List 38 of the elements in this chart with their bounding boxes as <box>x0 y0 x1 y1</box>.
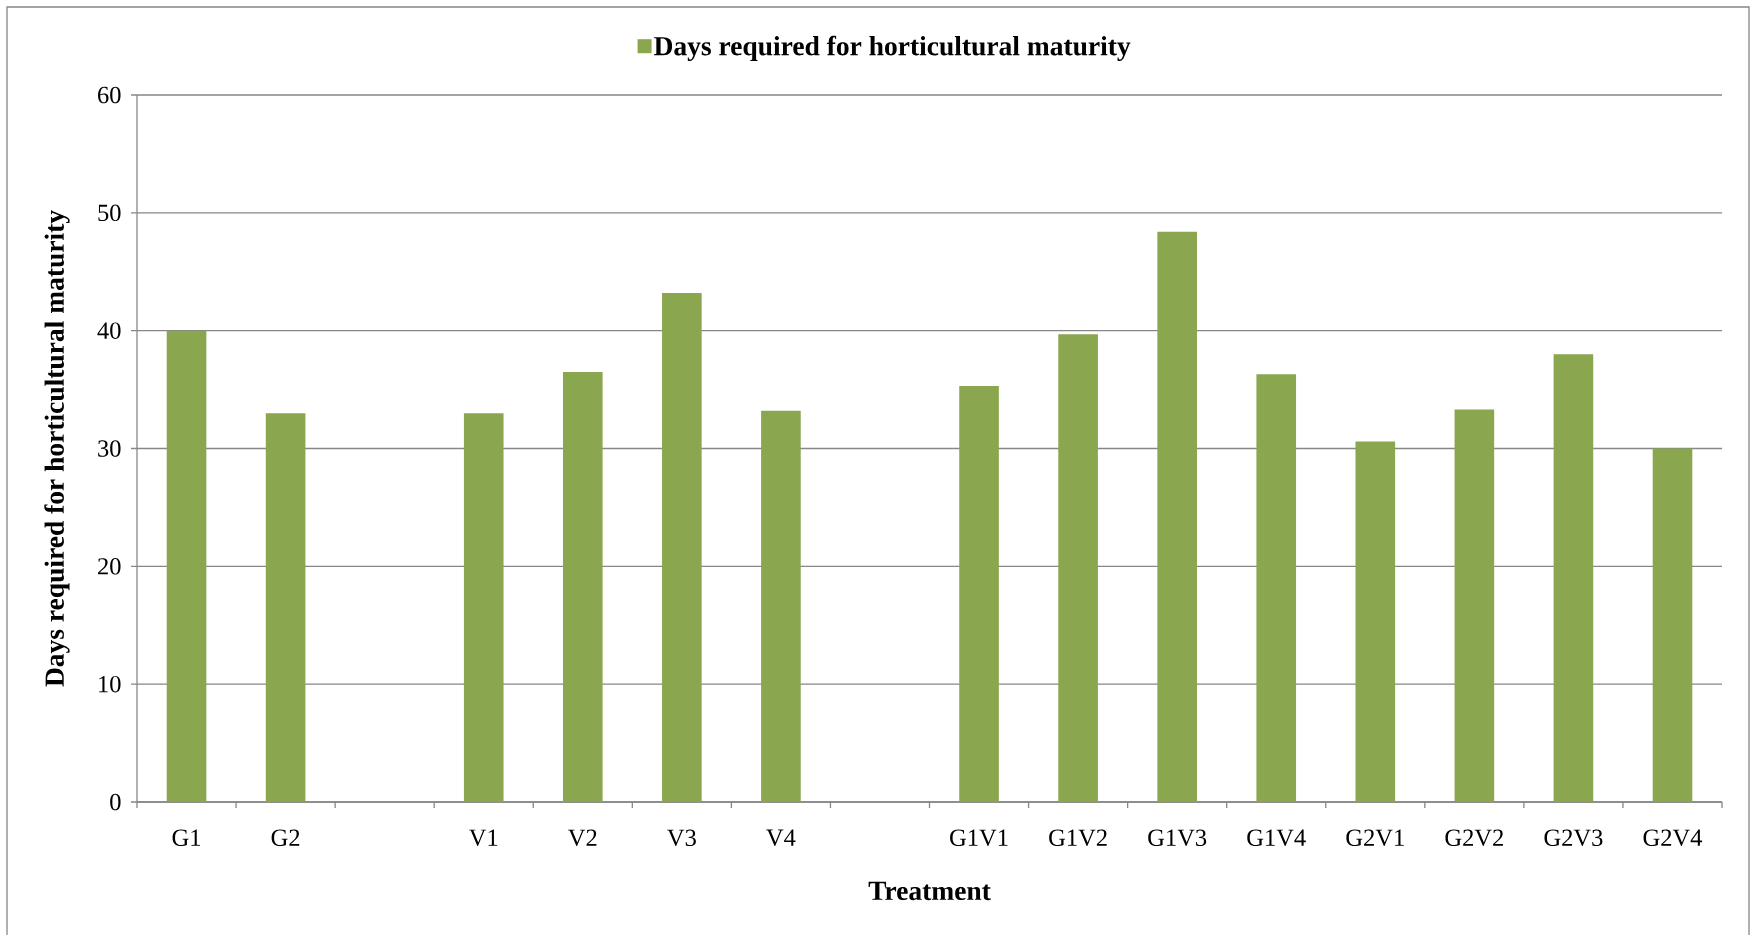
bar <box>1157 231 1197 802</box>
x-tick-label: G2V3 <box>1544 829 1603 847</box>
bar <box>662 292 702 802</box>
x-tick-label: G1V3 <box>1148 829 1207 847</box>
y-tick-label: 10 <box>99 675 121 693</box>
x-tick-label: G1V2 <box>1049 829 1107 847</box>
bar <box>1256 374 1297 802</box>
x-tick-label: V4 <box>766 829 796 847</box>
y-axis-title: Days required for horticultural maturity <box>44 210 70 687</box>
bar <box>166 330 207 802</box>
y-tick-label: 40 <box>97 322 121 339</box>
bar <box>1652 448 1693 802</box>
x-tick-label: V1 <box>469 829 498 847</box>
bar <box>1058 334 1098 802</box>
bar <box>265 413 306 802</box>
legend-label: Days required for horticultural maturity <box>654 35 1131 62</box>
bar <box>562 371 603 802</box>
x-tick-label: G1 <box>172 829 201 846</box>
y-tick-label: 20 <box>98 558 121 575</box>
x-tick-label: V3 <box>667 829 696 847</box>
x-tick-label: G2 <box>271 829 300 846</box>
x-tick-label: G2V2 <box>1445 829 1503 847</box>
x-tick-label: G2V1 <box>1346 829 1404 847</box>
bar <box>463 413 504 802</box>
x-tick-label: G1V1 <box>950 829 1008 847</box>
x-tick-label: G2V4 <box>1643 829 1703 847</box>
bar <box>959 386 999 802</box>
x-tick-label: G1V4 <box>1247 829 1306 847</box>
bar <box>1454 409 1495 802</box>
bar <box>1355 441 1396 802</box>
x-tick-label: V2 <box>568 829 597 847</box>
y-tick-label: 50 <box>98 204 121 222</box>
bar <box>761 410 801 802</box>
y-tick-label: 0 <box>110 793 121 811</box>
y-tick-label: 30 <box>98 440 121 457</box>
x-axis-title: Treatment <box>868 881 991 901</box>
y-tick-label: 60 <box>98 86 121 104</box>
bar <box>1553 354 1594 802</box>
